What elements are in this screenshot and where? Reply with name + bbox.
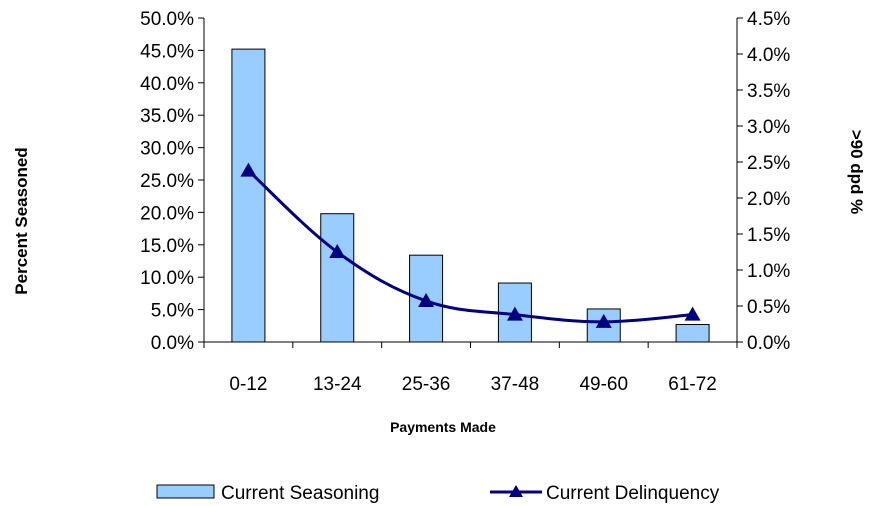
- delinquency-point-0-12: [240, 162, 257, 177]
- labels-group: 0.0% 5.0% 10.0% 15.0% 20.0% 25.0% 30.0% 35.0% 40…: [140, 9, 790, 395]
- delinquency-point-49-60: [595, 313, 612, 328]
- y2-tick-label: 2.0%: [747, 189, 790, 210]
- y-axis-title: Percent Seasoned: [12, 147, 31, 294]
- x-tick-label-49-60: 49-60: [579, 374, 628, 395]
- y-tick-label: 50.0%: [140, 9, 194, 30]
- line-group: [240, 162, 701, 328]
- y2-tick-label: 3.5%: [747, 81, 790, 102]
- y2-tick-label: 4.0%: [747, 45, 790, 66]
- y-tick-label: 40.0%: [140, 74, 194, 95]
- x-tick-label-25-36: 25-36: [402, 374, 451, 395]
- y-tick-label: 15.0%: [140, 236, 194, 257]
- legend-marker-delinquency: [509, 485, 523, 497]
- y-tick-label: 45.0%: [140, 41, 194, 62]
- y2-tick-label: 2.5%: [747, 153, 790, 174]
- y-tick-label: 10.0%: [140, 268, 194, 289]
- y-tick-label: 30.0%: [140, 139, 194, 160]
- delinquency-point-13-24: [329, 244, 346, 258]
- y2-axis-title: >90 dpd %: [847, 130, 866, 215]
- y2-tick-label: 0.0%: [747, 333, 790, 354]
- x-tick-label-13-24: 13-24: [313, 374, 362, 395]
- y-tick-label: 20.0%: [140, 203, 194, 224]
- legend-label-delinquency: Current Delinquency: [546, 483, 720, 504]
- y-tick-label: 0.0%: [151, 333, 194, 354]
- y2-tick-label: 3.0%: [747, 117, 790, 138]
- y-tick-label: 5.0%: [151, 301, 194, 322]
- x-axis-title: Payments Made: [390, 419, 496, 435]
- bars-group: [231, 48, 710, 343]
- bar-13-24: [320, 213, 355, 343]
- bar-61-72: [675, 324, 710, 343]
- delinquency-point-61-72: [684, 306, 701, 321]
- x-tick-label-37-48: 37-48: [491, 374, 540, 395]
- y2-tick-label: 0.5%: [747, 297, 790, 318]
- y-tick-label: 25.0%: [140, 171, 194, 192]
- y2-tick-label: 4.5%: [747, 9, 790, 30]
- y2-tick-label: 1.0%: [747, 261, 790, 282]
- legend-swatch-seasoning: [156, 484, 215, 499]
- y-tick-label: 35.0%: [140, 106, 194, 127]
- delinquency-point-25-36: [418, 292, 435, 307]
- legend-label-seasoning: Current Seasoning: [221, 483, 379, 504]
- y2-tick-label: 1.5%: [747, 225, 790, 246]
- legend: Current Seasoning Current Delinquency: [156, 483, 720, 504]
- axes-group: [198, 17, 743, 348]
- delinquency-line: [247, 169, 693, 324]
- x-tick-label-0-12: 0-12: [229, 374, 267, 395]
- delinquency-point-37-48: [506, 306, 523, 321]
- x-tick-label-61-72: 61-72: [668, 374, 717, 395]
- bar-0-12: [231, 48, 266, 343]
